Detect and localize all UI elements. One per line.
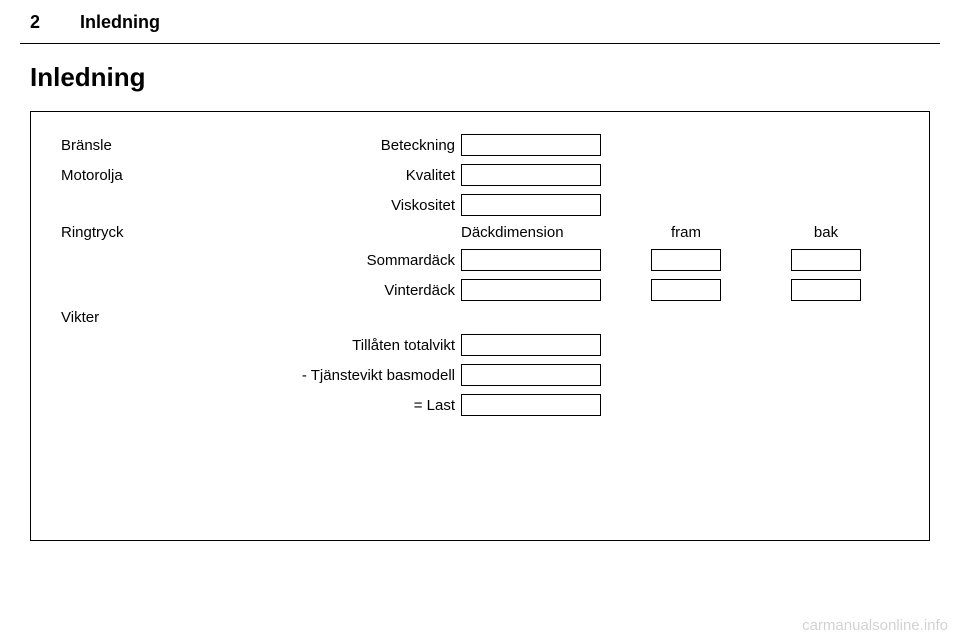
weights-category-row: Vikter: [61, 309, 899, 326]
weight-base-field[interactable]: [461, 364, 601, 386]
page-title: Inledning: [0, 54, 960, 111]
oil-quality-field[interactable]: [461, 164, 601, 186]
weight-base-row: - Tjänstevikt basmodell: [61, 364, 899, 386]
page-number: 2: [30, 12, 40, 33]
tire-dimension-header: Däckdimension: [461, 224, 601, 241]
oil-quality-label: Kvalitet: [241, 167, 461, 184]
tire-summer-dimension-field[interactable]: [461, 249, 601, 271]
tire-summer-rear-field[interactable]: [791, 249, 861, 271]
oil-viscosity-label: Viskositet: [241, 197, 461, 214]
weight-load-field[interactable]: [461, 394, 601, 416]
weight-total-field[interactable]: [461, 334, 601, 356]
page-header: 2 Inledning: [0, 0, 960, 39]
oil-viscosity-row: Viskositet: [61, 194, 899, 216]
tire-winter-front-field[interactable]: [651, 279, 721, 301]
tire-summer-label: Sommardäck: [241, 252, 461, 269]
tire-rear-header: bak: [791, 224, 861, 241]
oil-viscosity-field[interactable]: [461, 194, 601, 216]
weights-category: Vikter: [61, 309, 241, 326]
weight-load-row: = Last: [61, 394, 899, 416]
oil-quality-row: Motorolja Kvalitet: [61, 164, 899, 186]
weight-base-label: - Tjänstevikt basmodell: [241, 367, 461, 384]
fuel-row: Bränsle Beteckning: [61, 134, 899, 156]
tire-winter-dimension-field[interactable]: [461, 279, 601, 301]
fuel-designation-field[interactable]: [461, 134, 601, 156]
section-name: Inledning: [80, 12, 160, 33]
tire-header-row: Ringtryck Däckdimension fram bak: [61, 224, 899, 241]
tire-category: Ringtryck: [61, 224, 241, 241]
fuel-category: Bränsle: [61, 137, 241, 154]
oil-category: Motorolja: [61, 167, 241, 184]
tire-winter-row: Vinterdäck: [61, 279, 899, 301]
weight-total-label: Tillåten totalvikt: [241, 337, 461, 354]
tire-winter-rear-field[interactable]: [791, 279, 861, 301]
tire-summer-front-field[interactable]: [651, 249, 721, 271]
tire-front-header: fram: [651, 224, 721, 241]
tire-summer-row: Sommardäck: [61, 249, 899, 271]
weight-load-label: = Last: [241, 397, 461, 414]
form-panel: Bränsle Beteckning Motorolja Kvalitet Vi…: [30, 111, 930, 541]
weight-total-row: Tillåten totalvikt: [61, 334, 899, 356]
watermark-text: carmanualsonline.info: [802, 617, 948, 634]
fuel-label: Beteckning: [241, 137, 461, 154]
header-divider: [20, 43, 940, 44]
tire-winter-label: Vinterdäck: [241, 282, 461, 299]
